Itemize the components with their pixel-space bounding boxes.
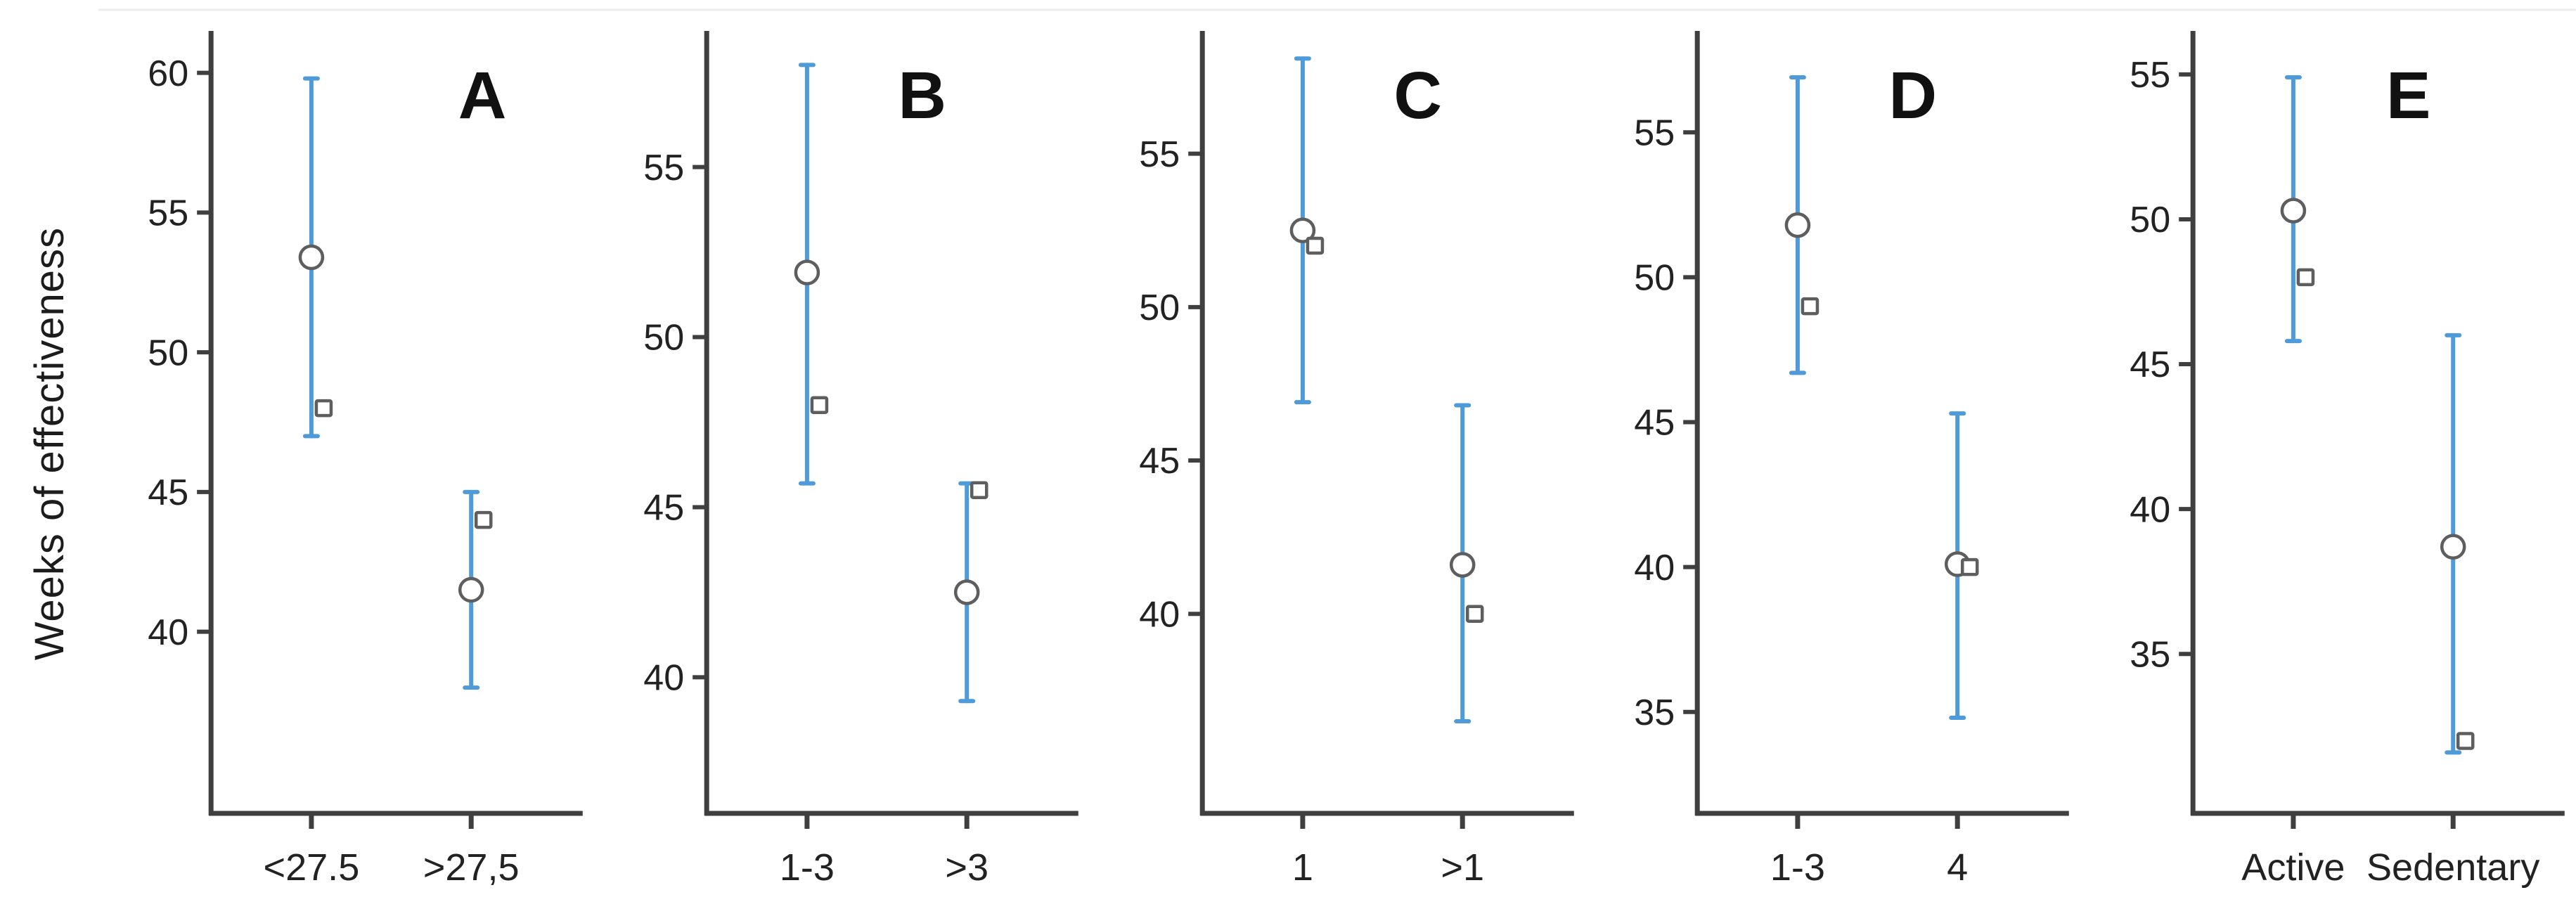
panel-c-chart: 40 45 50 55 1 >1 C <box>1089 8 1585 889</box>
mean-circle-marker <box>953 579 980 605</box>
x-tick-label: Sedentary <box>2366 846 2539 889</box>
x-tick-label: <27.5 <box>264 846 360 889</box>
y-tick-label: 55 <box>643 148 684 188</box>
square-marker <box>2456 732 2475 750</box>
y-tick-label: 55 <box>1635 113 1675 154</box>
mean-circle-marker <box>458 576 484 603</box>
panel-letter: D <box>1889 58 1938 133</box>
y-tick-label: 35 <box>2130 635 2170 676</box>
y-tick-label: 50 <box>2130 200 2170 240</box>
panel-letter: C <box>1393 58 1442 133</box>
y-tick-label: 60 <box>148 53 188 94</box>
square-marker <box>1961 557 1979 576</box>
x-tick-label: Active <box>2242 846 2345 889</box>
y-tick-label: 55 <box>148 193 188 234</box>
y-tick-label: 45 <box>148 472 188 513</box>
mean-circle-marker <box>2280 198 2307 224</box>
y-tick-label: 45 <box>2130 344 2170 385</box>
y-tick-label: 50 <box>1139 288 1180 328</box>
square-marker <box>474 510 493 529</box>
x-tick-label: 1 <box>1292 846 1313 889</box>
y-tick-label: 45 <box>1635 403 1675 444</box>
square-marker <box>1801 297 1820 316</box>
panel-letter: E <box>2386 58 2430 133</box>
panel-letter: B <box>898 58 946 133</box>
y-tick-label: 40 <box>643 658 684 699</box>
panel-d-chart: 35 40 45 50 55 1-3 4 D <box>1585 8 2081 889</box>
panel-b-chart: 40 45 50 55 1-3 >3 B <box>593 8 1090 889</box>
mean-circle-marker <box>2440 534 2466 560</box>
y-tick-label: 45 <box>643 488 684 529</box>
x-tick-label: 1-3 <box>1770 846 1825 889</box>
y-tick-label: 50 <box>643 318 684 359</box>
y-tick-label: 50 <box>1635 258 1675 299</box>
square-marker <box>1306 236 1324 255</box>
mean-circle-marker <box>298 244 325 271</box>
panel-a-chart: 40 45 50 55 60 <27.5 >27,5 A <box>98 8 594 889</box>
square-marker <box>314 399 333 418</box>
y-tick-label: 55 <box>2130 55 2170 96</box>
y-tick-label: 45 <box>1139 441 1180 482</box>
mean-circle-marker <box>794 259 820 285</box>
y-tick-label: 40 <box>1635 548 1675 588</box>
panel-letter: A <box>458 58 507 133</box>
mean-circle-marker <box>1289 217 1315 243</box>
y-tick-label: 50 <box>148 333 188 373</box>
square-marker <box>970 481 988 500</box>
x-tick-label: >1 <box>1441 846 1484 889</box>
panel-e-chart: 35 40 45 50 55 Active Sedentary E <box>2080 8 2576 889</box>
square-marker <box>2296 268 2315 287</box>
x-tick-label: >3 <box>945 846 988 889</box>
x-tick-label: 4 <box>1947 846 1969 889</box>
y-tick-label: 55 <box>1139 134 1180 175</box>
y-axis-label-column: Weeks of effectiveness <box>0 0 98 916</box>
square-marker <box>810 396 828 415</box>
mean-circle-marker <box>1785 212 1811 238</box>
square-marker <box>1465 605 1484 624</box>
y-axis-label: Weeks of effectiveness <box>26 227 72 661</box>
panels-row: 40 45 50 55 60 <27.5 >27,5 A 40 45 50 55 1-3 >3 B 40 4… <box>98 0 2576 916</box>
y-tick-label: 40 <box>2130 489 2170 530</box>
y-tick-label: 35 <box>1635 692 1675 733</box>
y-tick-label: 40 <box>148 612 188 653</box>
x-tick-label: 1-3 <box>780 846 835 889</box>
y-tick-label: 40 <box>1139 595 1180 636</box>
x-tick-label: >27,5 <box>423 846 520 889</box>
mean-circle-marker <box>1449 552 1476 578</box>
